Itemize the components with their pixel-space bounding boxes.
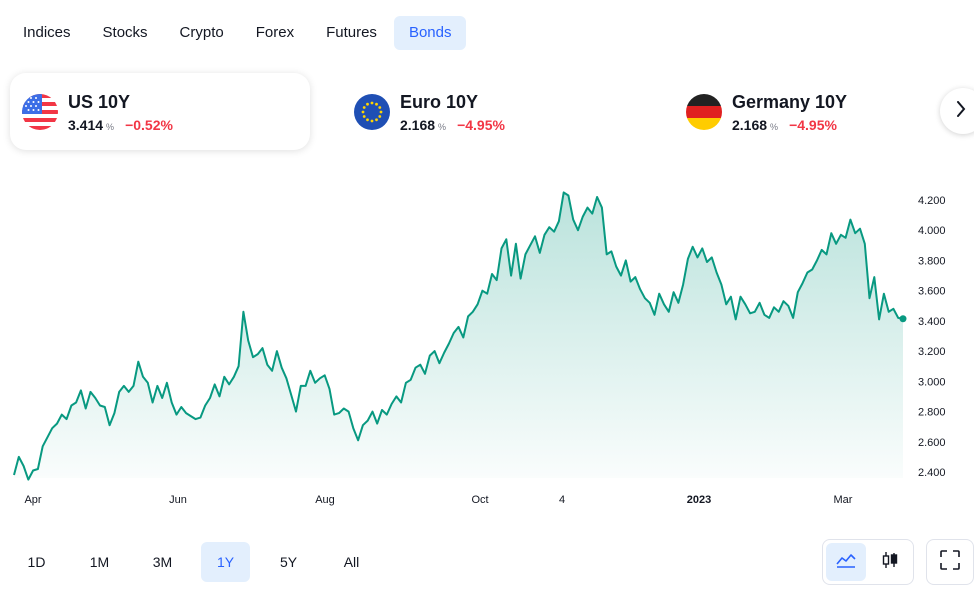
tab-indices[interactable]: Indices [23,24,71,41]
series-line [13,191,904,481]
y-tick-label: 3.600 [918,286,946,298]
chevron-right-icon [956,100,966,122]
card-title: Germany 10Y [732,91,848,112]
us-flag-icon [22,93,58,130]
y-tick-label: 4.000 [918,225,946,237]
card-unit: % [106,121,115,132]
card-value: 2.168 [400,116,436,133]
x-tick-label: 2023 [687,494,711,506]
bond-card-us-10y[interactable]: US 10Y 3.414 % −0.52% [10,73,310,150]
card-unit: % [438,121,447,132]
x-tick-label: Mar [834,494,853,506]
last-value-dot [899,315,907,323]
x-tick-label: Aug [315,494,335,506]
card-value: 2.168 [732,116,768,133]
fullscreen-button[interactable] [926,539,974,585]
range-1y[interactable]: 1Y [201,542,250,582]
chart-style-toggle [822,539,914,585]
x-tick-label: Oct [471,494,488,506]
y-tick-label: 4.200 [918,195,946,207]
y-tick-label: 2.400 [918,467,946,479]
card-change: −0.52% [125,116,173,133]
candles-chart-button[interactable] [870,543,910,581]
y-tick-label: 2.600 [918,437,946,449]
card-title: Euro 10Y [400,91,479,112]
market-tabs: Indices Stocks Crypto Forex Futures Bond… [8,16,468,50]
range-all[interactable]: All [343,554,360,570]
y-tick-label: 3.800 [918,255,946,267]
y-tick-label: 2.800 [918,407,946,419]
tab-forex[interactable]: Forex [255,24,295,41]
bond-cards: US 10Y 3.414 % −0.52% Euro 10Y [10,73,974,151]
de-flag-icon [686,93,722,130]
tab-futures[interactable]: Futures [326,24,377,41]
fullscreen-icon [940,549,960,575]
area-chart-icon [835,551,857,574]
y-tick-label: 3.400 [918,316,946,328]
tab-stocks[interactable]: Stocks [102,24,148,41]
card-change: −4.95% [457,116,505,133]
y-tick-label: 3.200 [918,346,946,358]
yield-chart[interactable]: 4.200 4.000 3.800 3.600 3.400 3.200 3.000 2.800… [0,180,974,510]
area-chart-button[interactable] [826,543,866,581]
range-1d[interactable]: 1D [27,554,46,570]
eu-flag-icon [354,93,390,130]
bond-card-euro-10y[interactable]: Euro 10Y 2.168 % −4.95% [342,73,642,150]
x-tick-label: 4 [559,494,565,506]
bond-card-germany-10y[interactable]: Germany 10Y 2.168 % −4.95% [674,73,974,150]
range-selector: 1D 1M 3M 1Y 5Y All [12,542,390,582]
card-change: −4.95% [789,116,837,133]
area-fill [14,192,903,480]
card-title: US 10Y [68,91,131,112]
card-unit: % [770,121,779,132]
x-tick-label: Apr [24,494,41,506]
range-1m[interactable]: 1M [89,554,110,570]
candles-icon [881,550,899,575]
y-tick-label: 3.000 [918,376,946,388]
tab-crypto[interactable]: Crypto [179,24,224,41]
card-value: 3.414 [68,116,104,133]
range-3m[interactable]: 3M [152,554,173,570]
tab-bonds[interactable]: Bonds [393,16,467,50]
next-cards-button[interactable] [940,88,974,134]
x-tick-label: Jun [169,494,187,506]
range-5y[interactable]: 5Y [279,554,298,570]
